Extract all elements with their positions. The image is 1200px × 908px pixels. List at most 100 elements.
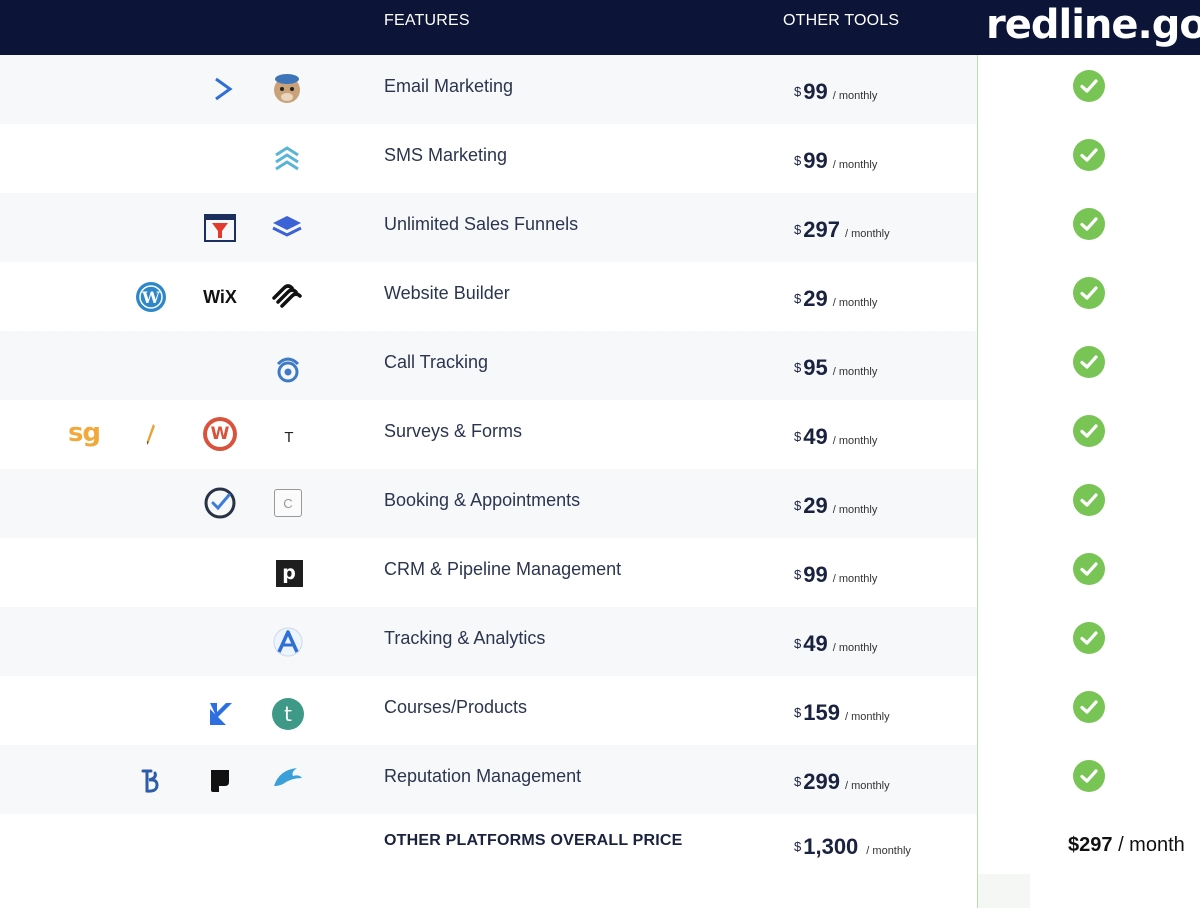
check-icon [1073, 760, 1105, 792]
brand-total-price: $297 / month [1068, 834, 1185, 857]
check-icon [1073, 139, 1105, 171]
birdeye-icon [134, 764, 168, 798]
table-row: C Booking & Appointments $ 29 / monthly [0, 469, 1200, 538]
teachable-icon: t [271, 697, 305, 731]
surveygizmo-logo-letters: sg [67, 418, 101, 448]
price-amount: 29 [803, 493, 828, 518]
price-amount: 49 [803, 631, 828, 656]
currency-symbol: $ [794, 222, 802, 237]
brand-total-period: / month [1118, 834, 1185, 856]
price-period: / monthly [832, 573, 878, 585]
price-period: / monthly [844, 780, 890, 792]
check-icon [1073, 484, 1105, 516]
price-amount: 99 [803, 148, 828, 173]
feature-label: Surveys & Forms [384, 421, 523, 441]
total-label: OTHER PLATFORMS OVERALL PRICE [384, 832, 683, 849]
check-icon [1073, 691, 1105, 723]
currency-symbol: $ [794, 291, 802, 306]
price-period: / monthly [832, 366, 878, 378]
price-amount: 95 [803, 355, 828, 380]
table-row: t Courses/Products $ 159 / monthly [0, 676, 1200, 745]
price-period: / monthly [832, 90, 878, 102]
kajabi-icon [203, 697, 237, 731]
price-period: / monthly [832, 435, 878, 447]
chevrons-up-icon [270, 141, 304, 175]
teachable-badge: t [272, 698, 304, 730]
price-amount: 99 [803, 79, 828, 104]
podium-icon [203, 764, 237, 798]
wix-logo-text: WiX [203, 286, 237, 307]
table-row: Reputation Management $ 299 / monthly [0, 745, 1200, 814]
table-header: FEATURES OTHER TOOLS redline.go [0, 0, 1200, 55]
price-cell: $ 49 / monthly [794, 631, 877, 657]
price-period: / monthly [844, 711, 890, 723]
reputation-wing-icon [271, 760, 305, 794]
feature-label: Reputation Management [384, 766, 582, 786]
table-row: Call Tracking $ 95 / monthly [0, 331, 1200, 400]
pipedrive-icon: p [272, 556, 306, 590]
feature-label: Courses/Products [384, 697, 528, 717]
wordpress-icon: W [134, 280, 168, 314]
wufoo-icon: W [203, 417, 237, 451]
calendly-frame: C [274, 489, 302, 517]
table-row: Tracking & Analytics $ 49 / monthly [0, 607, 1200, 676]
currency-symbol: $ [794, 360, 802, 375]
typeform-icon: T [272, 420, 306, 454]
surveygizmo-icon: sg [64, 416, 104, 450]
price-period: / monthly [844, 228, 890, 240]
price-cell: $ 29 / monthly [794, 286, 877, 312]
teachable-letter: t [284, 702, 292, 726]
check-icon [1073, 553, 1105, 585]
brand-total-amount: $297 [1068, 834, 1113, 856]
call-tracking-icon [271, 351, 305, 385]
check-icon [1073, 415, 1105, 447]
currency-symbol: $ [794, 153, 802, 168]
calendly-letter: C [283, 495, 293, 511]
analytics-icon [271, 625, 305, 659]
price-amount: 299 [803, 769, 840, 794]
price-cell: $ 49 / monthly [794, 424, 877, 450]
mailchimp-icon [270, 72, 304, 106]
price-cell: $ 299 / monthly [794, 769, 890, 795]
price-amount: 159 [803, 700, 840, 725]
table-row: sg W T Surveys & Forms $ 49 / monthly [0, 400, 1200, 469]
wufoo-inner: W [207, 421, 233, 447]
clickfunnels-icon [203, 211, 237, 245]
price-amount: 297 [803, 217, 840, 242]
check-icon [1073, 277, 1105, 309]
currency-symbol: $ [794, 774, 802, 789]
price-period: / monthly [832, 642, 878, 654]
feature-label: Website Builder [384, 283, 510, 303]
currency-symbol: $ [794, 636, 802, 651]
feature-label: Unlimited Sales Funnels [384, 214, 579, 234]
other-tools-column-header: OTHER TOOLS [783, 12, 900, 29]
wix-logo: WiX [200, 280, 240, 314]
table-row: Email Marketing $ 99 / monthly [0, 55, 1200, 124]
price-cell: $ 99 / monthly [794, 79, 877, 105]
calendly-icon: C [271, 486, 305, 520]
price-cell: $ 95 / monthly [794, 355, 877, 381]
svg-text:W: W [141, 288, 161, 307]
price-cell: $ 99 / monthly [794, 562, 877, 588]
currency-symbol: $ [794, 705, 802, 720]
total-price-amount: 1,300 [803, 834, 859, 859]
typeform-letter: T [284, 428, 294, 446]
acuity-check-icon [203, 486, 237, 520]
check-icon [1073, 346, 1105, 378]
check-icon [1073, 70, 1105, 102]
price-amount: 99 [803, 562, 828, 587]
price-period: / monthly [832, 504, 878, 516]
table-row: SMS Marketing $ 99 / monthly [0, 124, 1200, 193]
pencil-icon [134, 417, 168, 451]
layers-icon [270, 210, 304, 244]
price-period: / monthly [832, 159, 878, 171]
price-cell: $ 297 / monthly [794, 217, 890, 243]
table-row: W WiX Website Builder $ 29 / monthly [0, 262, 1200, 331]
pipedrive-letter: p [282, 561, 296, 584]
currency-symbol: $ [794, 429, 802, 444]
price-cell: $ 159 / monthly [794, 700, 890, 726]
currency-symbol: $ [794, 567, 802, 582]
feature-label: Email Marketing [384, 76, 514, 96]
pipedrive-badge: p [275, 559, 303, 587]
currency-symbol: $ [794, 84, 802, 99]
